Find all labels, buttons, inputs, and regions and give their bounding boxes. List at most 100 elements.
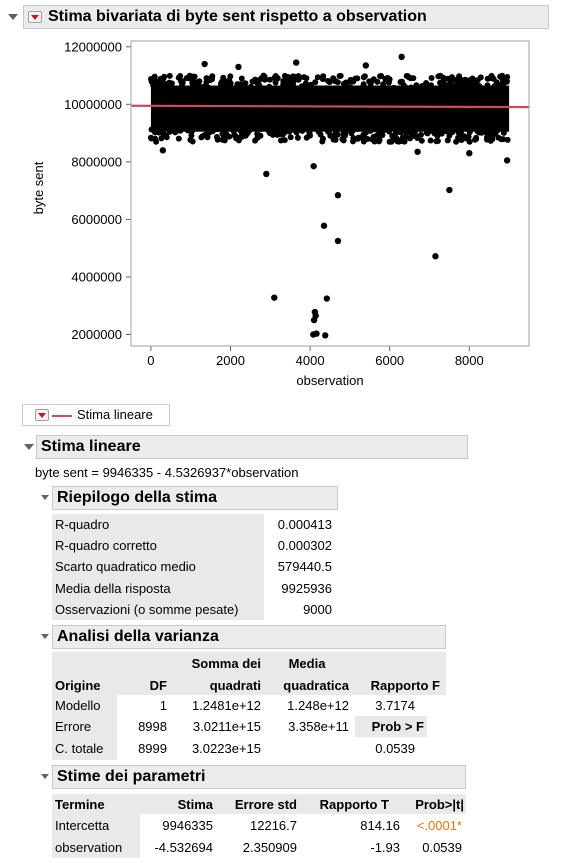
summary-row-label: R-quadro — [55, 517, 110, 532]
data-point — [347, 77, 354, 83]
red-triangle-menu-icon[interactable] — [28, 11, 42, 23]
params-col-se: Errore std — [234, 797, 297, 812]
params-col-t: Rapporto T — [319, 797, 389, 812]
data-point — [158, 135, 165, 142]
data-point — [238, 75, 245, 82]
summary-row-value: 579440.5 — [277, 559, 332, 575]
data-point — [312, 79, 319, 86]
fit-legend-swatch — [52, 415, 72, 417]
data-point — [340, 137, 347, 144]
data-point — [378, 73, 385, 79]
summary-row-value: 0.000302 — [277, 538, 332, 554]
data-point — [331, 135, 338, 142]
data-point — [199, 133, 206, 140]
data-point — [177, 127, 184, 134]
params-header-band — [52, 794, 466, 814]
data-point — [207, 75, 214, 82]
summary-row-label: R-quadro corretto — [55, 538, 157, 554]
data-point — [371, 125, 377, 132]
linear-fit-collapse-icon[interactable] — [24, 444, 34, 450]
data-point — [414, 148, 421, 155]
data-point — [166, 72, 173, 79]
data-point — [247, 125, 254, 132]
params-collapse-icon[interactable] — [41, 774, 49, 779]
x-tick-label: 0 — [147, 353, 154, 368]
data-point — [428, 75, 435, 81]
data-point — [177, 73, 184, 79]
data-point — [433, 138, 440, 145]
x-tick-label: 8000 — [455, 353, 484, 368]
data-point — [408, 129, 415, 136]
anova-col-ss-line1: Somma dei — [191, 656, 261, 671]
data-point — [266, 83, 273, 90]
data-point — [204, 124, 211, 131]
data-point — [178, 78, 185, 85]
data-point — [348, 130, 355, 137]
data-point — [449, 129, 456, 136]
data-point — [464, 83, 471, 89]
data-point — [164, 124, 171, 131]
data-point — [427, 137, 434, 144]
summary-row-value: 9000 — [303, 601, 332, 617]
params-row-estimate: -4.532694 — [154, 839, 213, 855]
data-point — [323, 295, 331, 302]
anova-collapse-icon[interactable] — [41, 634, 49, 639]
params-row-p: <.0001* — [416, 818, 462, 833]
data-point — [293, 126, 300, 133]
data-point — [454, 86, 461, 93]
data-point — [398, 138, 405, 144]
collapse-triangle-icon[interactable] — [8, 14, 18, 20]
data-point — [466, 150, 473, 157]
anova-row-source: Modello — [55, 698, 101, 713]
data-point — [446, 186, 453, 194]
y-tick-label: 10000000 — [64, 97, 122, 112]
data-point — [439, 82, 446, 89]
data-point — [360, 74, 367, 81]
data-point — [244, 130, 251, 136]
linear-fit-header: Stima lineare — [36, 435, 468, 459]
data-point — [498, 81, 505, 88]
data-point — [307, 85, 314, 92]
data-point — [269, 131, 276, 138]
data-point — [489, 136, 496, 143]
data-point — [455, 130, 462, 136]
data-point — [340, 85, 347, 92]
data-point — [432, 253, 439, 260]
data-point — [159, 147, 167, 154]
data-point — [342, 132, 348, 139]
data-point — [209, 126, 216, 133]
data-point — [322, 332, 329, 339]
params-row-t: -1.93 — [370, 839, 400, 855]
params-row-se: 2.350909 — [242, 839, 297, 855]
summary-label-column — [52, 514, 264, 620]
anova-row-ms: 1.248e+12 — [287, 698, 349, 713]
data-point — [184, 127, 191, 134]
fit-red-triangle-menu-icon[interactable] — [35, 409, 49, 421]
data-point — [239, 130, 246, 137]
params-row-t: 814.16 — [360, 818, 400, 833]
data-point — [301, 74, 307, 81]
data-point — [263, 170, 270, 178]
data-point — [418, 84, 424, 90]
data-point — [214, 136, 221, 143]
data-point — [294, 134, 301, 141]
data-point — [257, 86, 264, 93]
data-point — [323, 85, 330, 92]
fit-legend: Stima lineare — [22, 404, 170, 426]
anova-header-band — [52, 652, 446, 695]
data-point — [410, 75, 417, 82]
data-point — [397, 129, 404, 136]
params-row-se: 12216.7 — [250, 818, 297, 833]
data-point — [162, 132, 169, 139]
data-point — [298, 83, 305, 90]
data-point — [390, 84, 397, 91]
data-point — [326, 79, 333, 86]
data-point — [299, 127, 306, 134]
data-point — [153, 138, 160, 145]
data-point — [214, 126, 221, 133]
data-point — [398, 53, 405, 61]
summary-collapse-icon[interactable] — [41, 495, 49, 500]
report-title: Stima bivariata di byte sent rispetto a … — [48, 8, 427, 25]
data-point — [235, 137, 242, 144]
data-point — [473, 82, 480, 89]
